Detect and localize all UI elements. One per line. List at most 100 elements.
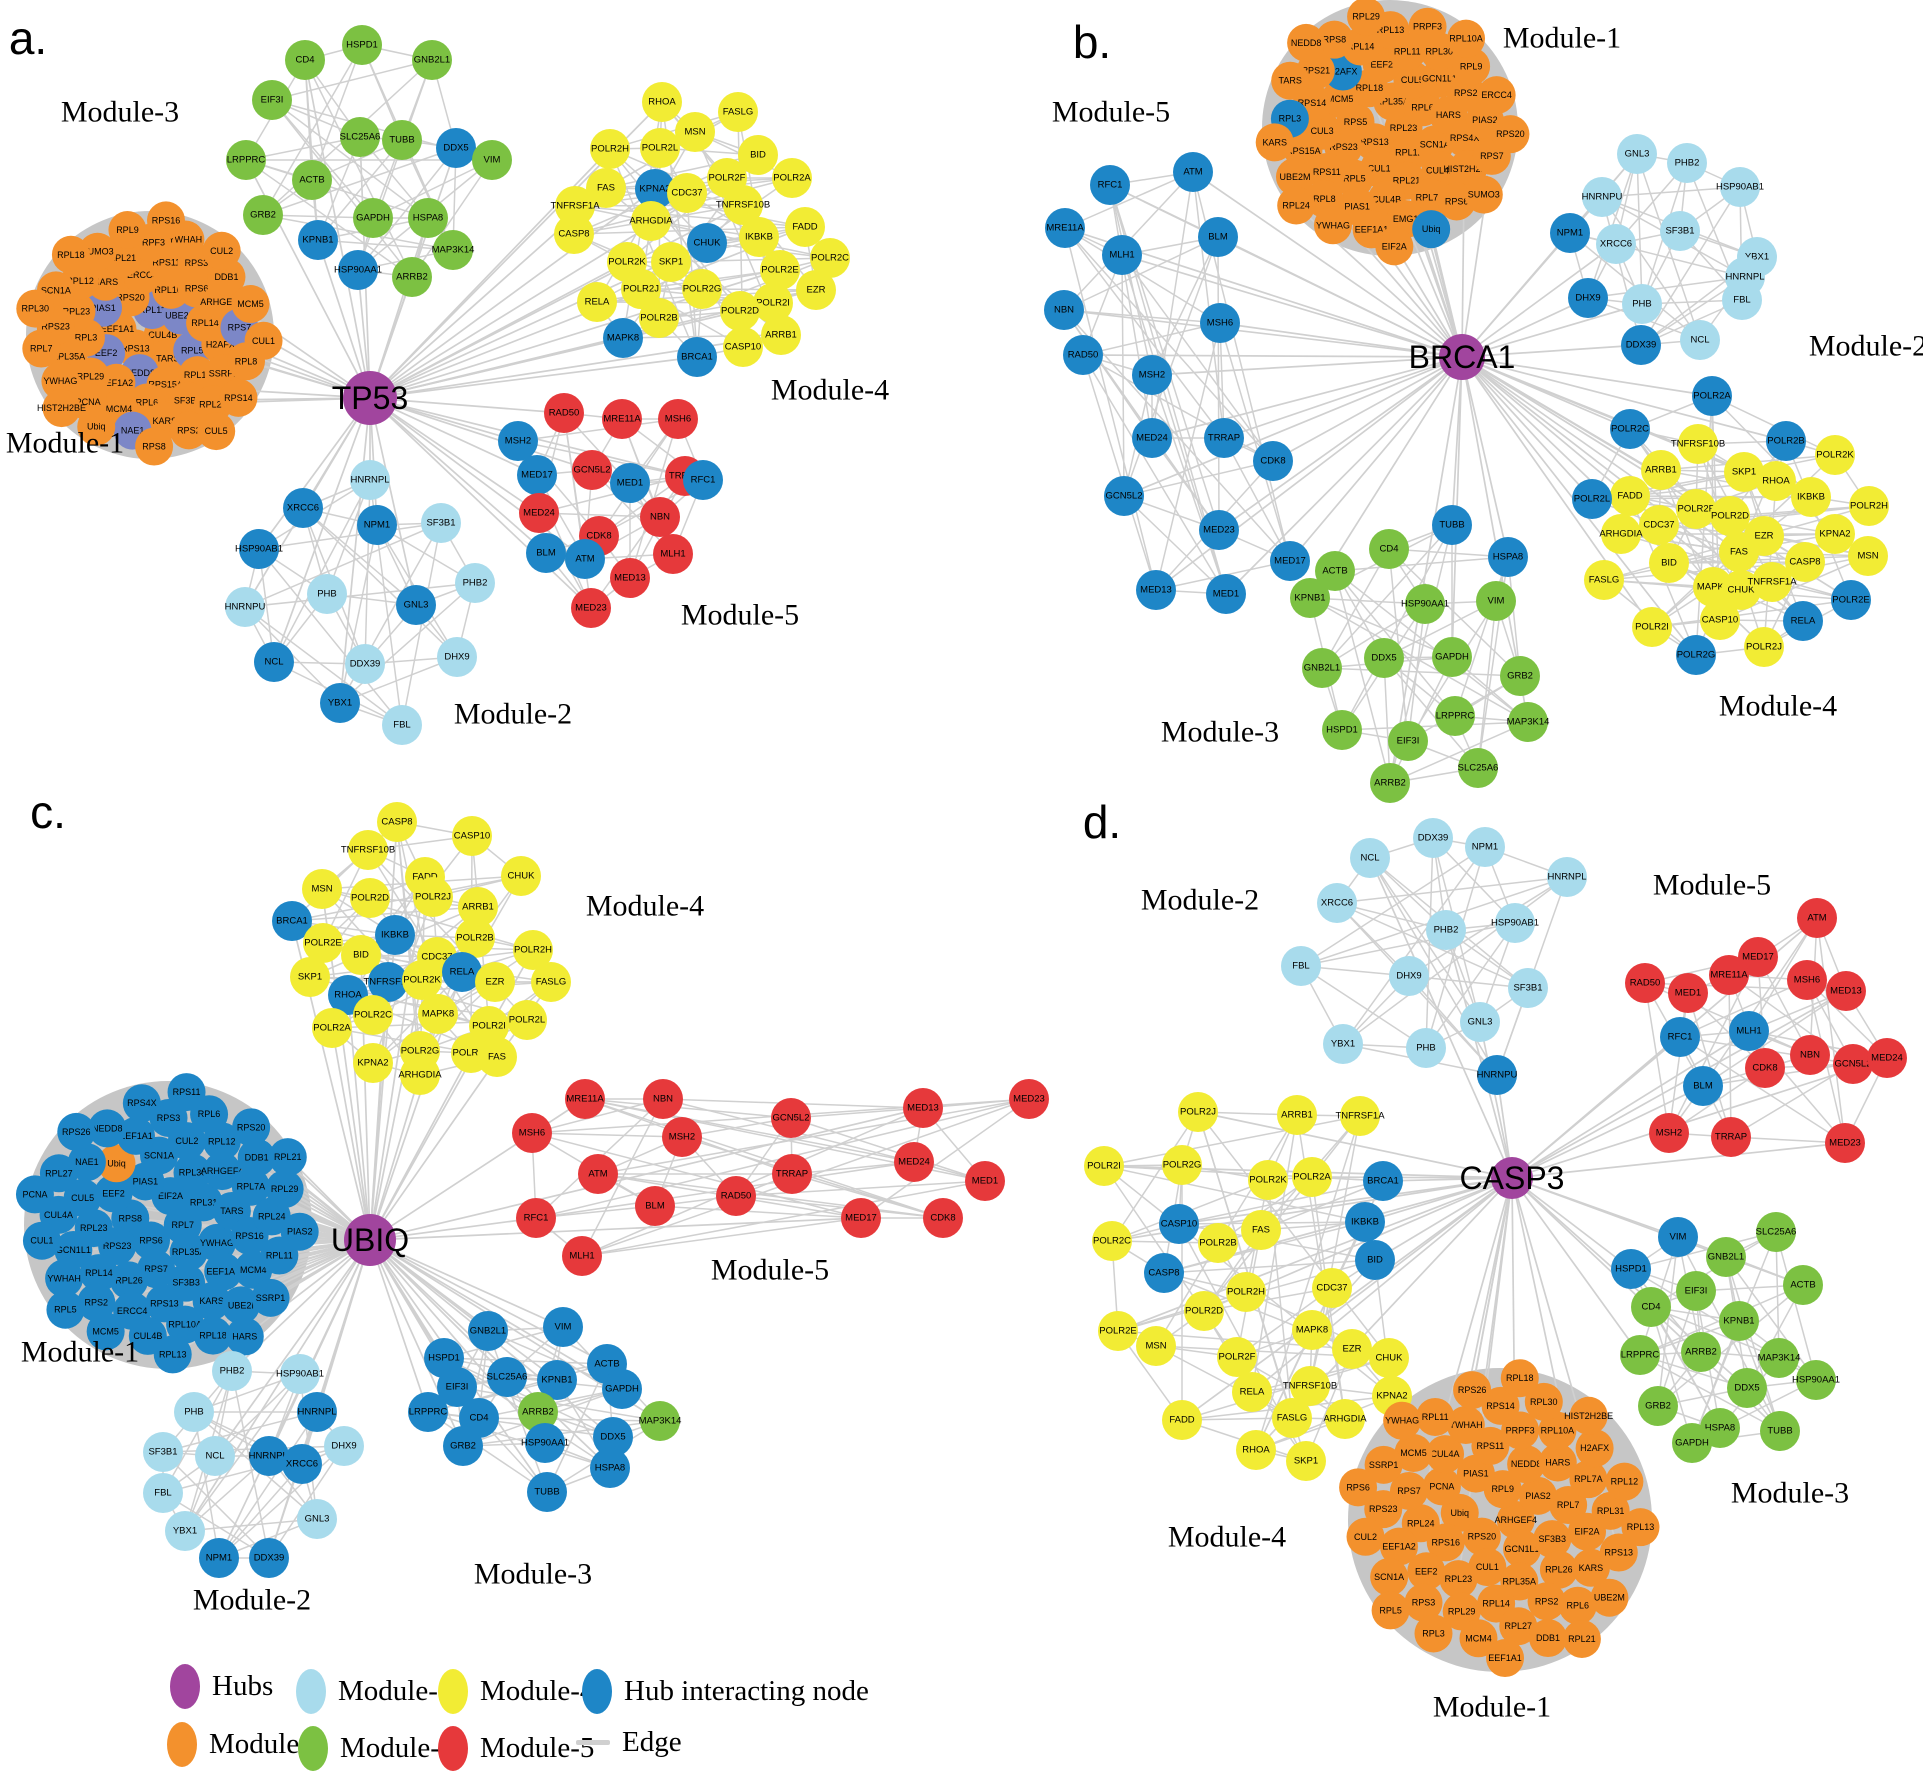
gene-node-YBX1: [165, 1511, 205, 1551]
gene-node-FBL: [143, 1473, 183, 1513]
gene-label-PCNA: PCNA: [1429, 1481, 1454, 1491]
gene-label-ATM: ATM: [1183, 167, 1202, 178]
gene-node-CHUK: [501, 856, 541, 896]
edge: [1461, 356, 1742, 591]
gene-label-POLR2B: POLR2B: [640, 313, 678, 324]
gene-node-KARS: [1571, 1548, 1610, 1587]
edge: [369, 1239, 546, 1444]
gene-node-UBE2I: [221, 1286, 260, 1325]
gene-label-HSP90AB1: HSP90AB1: [276, 1369, 324, 1380]
gene-label-ARHGEF4: ARHGEF4: [201, 1166, 244, 1176]
gene-node-TRRAP: [772, 1154, 812, 1194]
edge: [271, 59, 433, 101]
gene-node-VIM: [1476, 581, 1516, 621]
gene-node-TUBB: [382, 120, 422, 160]
gene-node-EIF2A: [1375, 227, 1414, 266]
gene-node-EZR: [1332, 1329, 1372, 1369]
gene-node-PHB2: [1667, 143, 1707, 183]
gene-label-GAPDH: GAPDH: [605, 1384, 639, 1395]
gene-node-FBL: [1281, 946, 1321, 986]
gene-node-POLR2D: [720, 291, 760, 331]
module-1-swatch: [167, 1722, 197, 1767]
gene-label-RPL27: RPL27: [1504, 1621, 1532, 1631]
gene-node-POLR2K: [402, 960, 442, 1000]
gene-label-MED24: MED24: [1871, 1053, 1903, 1064]
gene-node-FAS: [477, 1037, 517, 1077]
gene-label-RPL12: RPL12: [208, 1136, 236, 1146]
gene-label-POLR2B: POLR2B: [1199, 1238, 1237, 1249]
gene-label-BRCA1: BRCA1: [1367, 1176, 1399, 1187]
gene-node-FADD: [785, 207, 825, 247]
gene-node-HSPA8: [590, 1448, 630, 1488]
gene-label-YBX1: YBX1: [1745, 252, 1769, 263]
edge: [1679, 979, 1808, 1038]
gene-label-RPS23: RPS23: [1369, 1504, 1398, 1514]
gene-node-RPS23: [1364, 1490, 1403, 1529]
gene-label-LRPPRC: LRPPRC: [1621, 1350, 1660, 1361]
gene-label-RPL29: RPL29: [77, 371, 105, 381]
edge: [1748, 917, 1818, 1032]
gene-label-DDX5: DDX5: [1734, 1383, 1759, 1394]
gene-label-CUL5: CUL5: [1401, 75, 1424, 85]
gene-node-SLC25A6: [1756, 1212, 1796, 1252]
edge: [258, 548, 403, 726]
gene-node-VIM: [1658, 1217, 1698, 1257]
gene-label-EZR: EZR: [807, 285, 826, 296]
gene-label-FADD: FADD: [1169, 1415, 1194, 1426]
edge: [1639, 1354, 1781, 1432]
gene-label-SSRP1: SSRP1: [1369, 1460, 1399, 1470]
gene-label-HSPA8: HSPA8: [1705, 1423, 1735, 1434]
edge: [1668, 992, 1689, 1134]
edge: [1383, 657, 1391, 784]
edge: [1064, 227, 1221, 324]
module-label-module-2: Module-2: [1141, 884, 1259, 917]
gene-label-MAP3K14: MAP3K14: [639, 1416, 682, 1427]
gene-label-MED24: MED24: [523, 508, 555, 519]
gene-label-EIF3I: EIF3I: [1685, 1286, 1708, 1297]
gene-label-RPL11: RPL11: [1394, 46, 1421, 56]
gene-label-RPL30: RPL30: [179, 1168, 207, 1178]
gene-node-NCL: [1680, 320, 1720, 360]
gene-label-NCL: NCL: [205, 1451, 224, 1462]
gene-label-RPL24: RPL24: [1407, 1518, 1435, 1528]
gene-label-MRE11A: MRE11A: [603, 414, 641, 425]
gene-label-TRRAP: TRRAP: [776, 1169, 808, 1180]
gene-label-LRPPRC: LRPPRC: [409, 1407, 448, 1418]
gene-node-BRCA1: [272, 901, 312, 941]
gene-node-RPS2: [77, 1283, 116, 1322]
gene-label-POLR2E: POLR2E: [1099, 1326, 1137, 1337]
edge: [1321, 603, 1426, 669]
gene-label-KARS: KARS: [1579, 1563, 1604, 1573]
gene-label-GCN5L2: GCN5L2: [773, 1113, 810, 1124]
edge: [1511, 1177, 1641, 1356]
gene-node-RPL18: [1500, 1359, 1539, 1398]
gene-node-HSPD1: [342, 25, 382, 65]
edge-swatch: [576, 1740, 610, 1745]
gene-label-RPL14: RPL14: [1482, 1599, 1510, 1609]
gene-label-RPL13: RPL13: [184, 370, 212, 380]
edge: [369, 337, 624, 399]
gene-label-Ubiq: Ubiq: [1451, 1508, 1470, 1518]
gene-label-HSPA8: HSPA8: [413, 213, 443, 224]
gene-node-FASLG: [531, 962, 571, 1002]
gene-label-DHX9: DHX9: [331, 1441, 356, 1452]
gene-label-YWHAG: YWHAG: [1385, 1416, 1419, 1426]
gene-label-POLR2A: POLR2A: [313, 1023, 351, 1034]
gene-label-RPL10A: RPL10A: [1541, 1426, 1575, 1436]
gene-label-DDB1: DDB1: [1536, 1633, 1560, 1643]
edge: [1408, 975, 1498, 1076]
gene-label-H2AFX: H2AFX: [206, 339, 235, 349]
gene-label-RPL21: RPL21: [1393, 176, 1421, 186]
gene-node-HSPA8: [1488, 537, 1528, 577]
gene-label-POLR2I: POLR2I: [756, 298, 790, 309]
edge: [1389, 721, 1529, 784]
edge: [1123, 495, 1227, 595]
gene-label-RPL31: RPL31: [1597, 1506, 1625, 1516]
gene-node-RPL26: [1539, 1550, 1578, 1589]
edge: [372, 159, 493, 219]
edge: [339, 656, 458, 704]
gene-node-RELA: [1232, 1372, 1272, 1412]
gene-label-XRCC6: XRCC6: [1600, 239, 1632, 250]
gene-label-CASP8: CASP8: [1789, 557, 1820, 568]
gene-label-RPS7: RPS7: [1397, 1486, 1421, 1496]
